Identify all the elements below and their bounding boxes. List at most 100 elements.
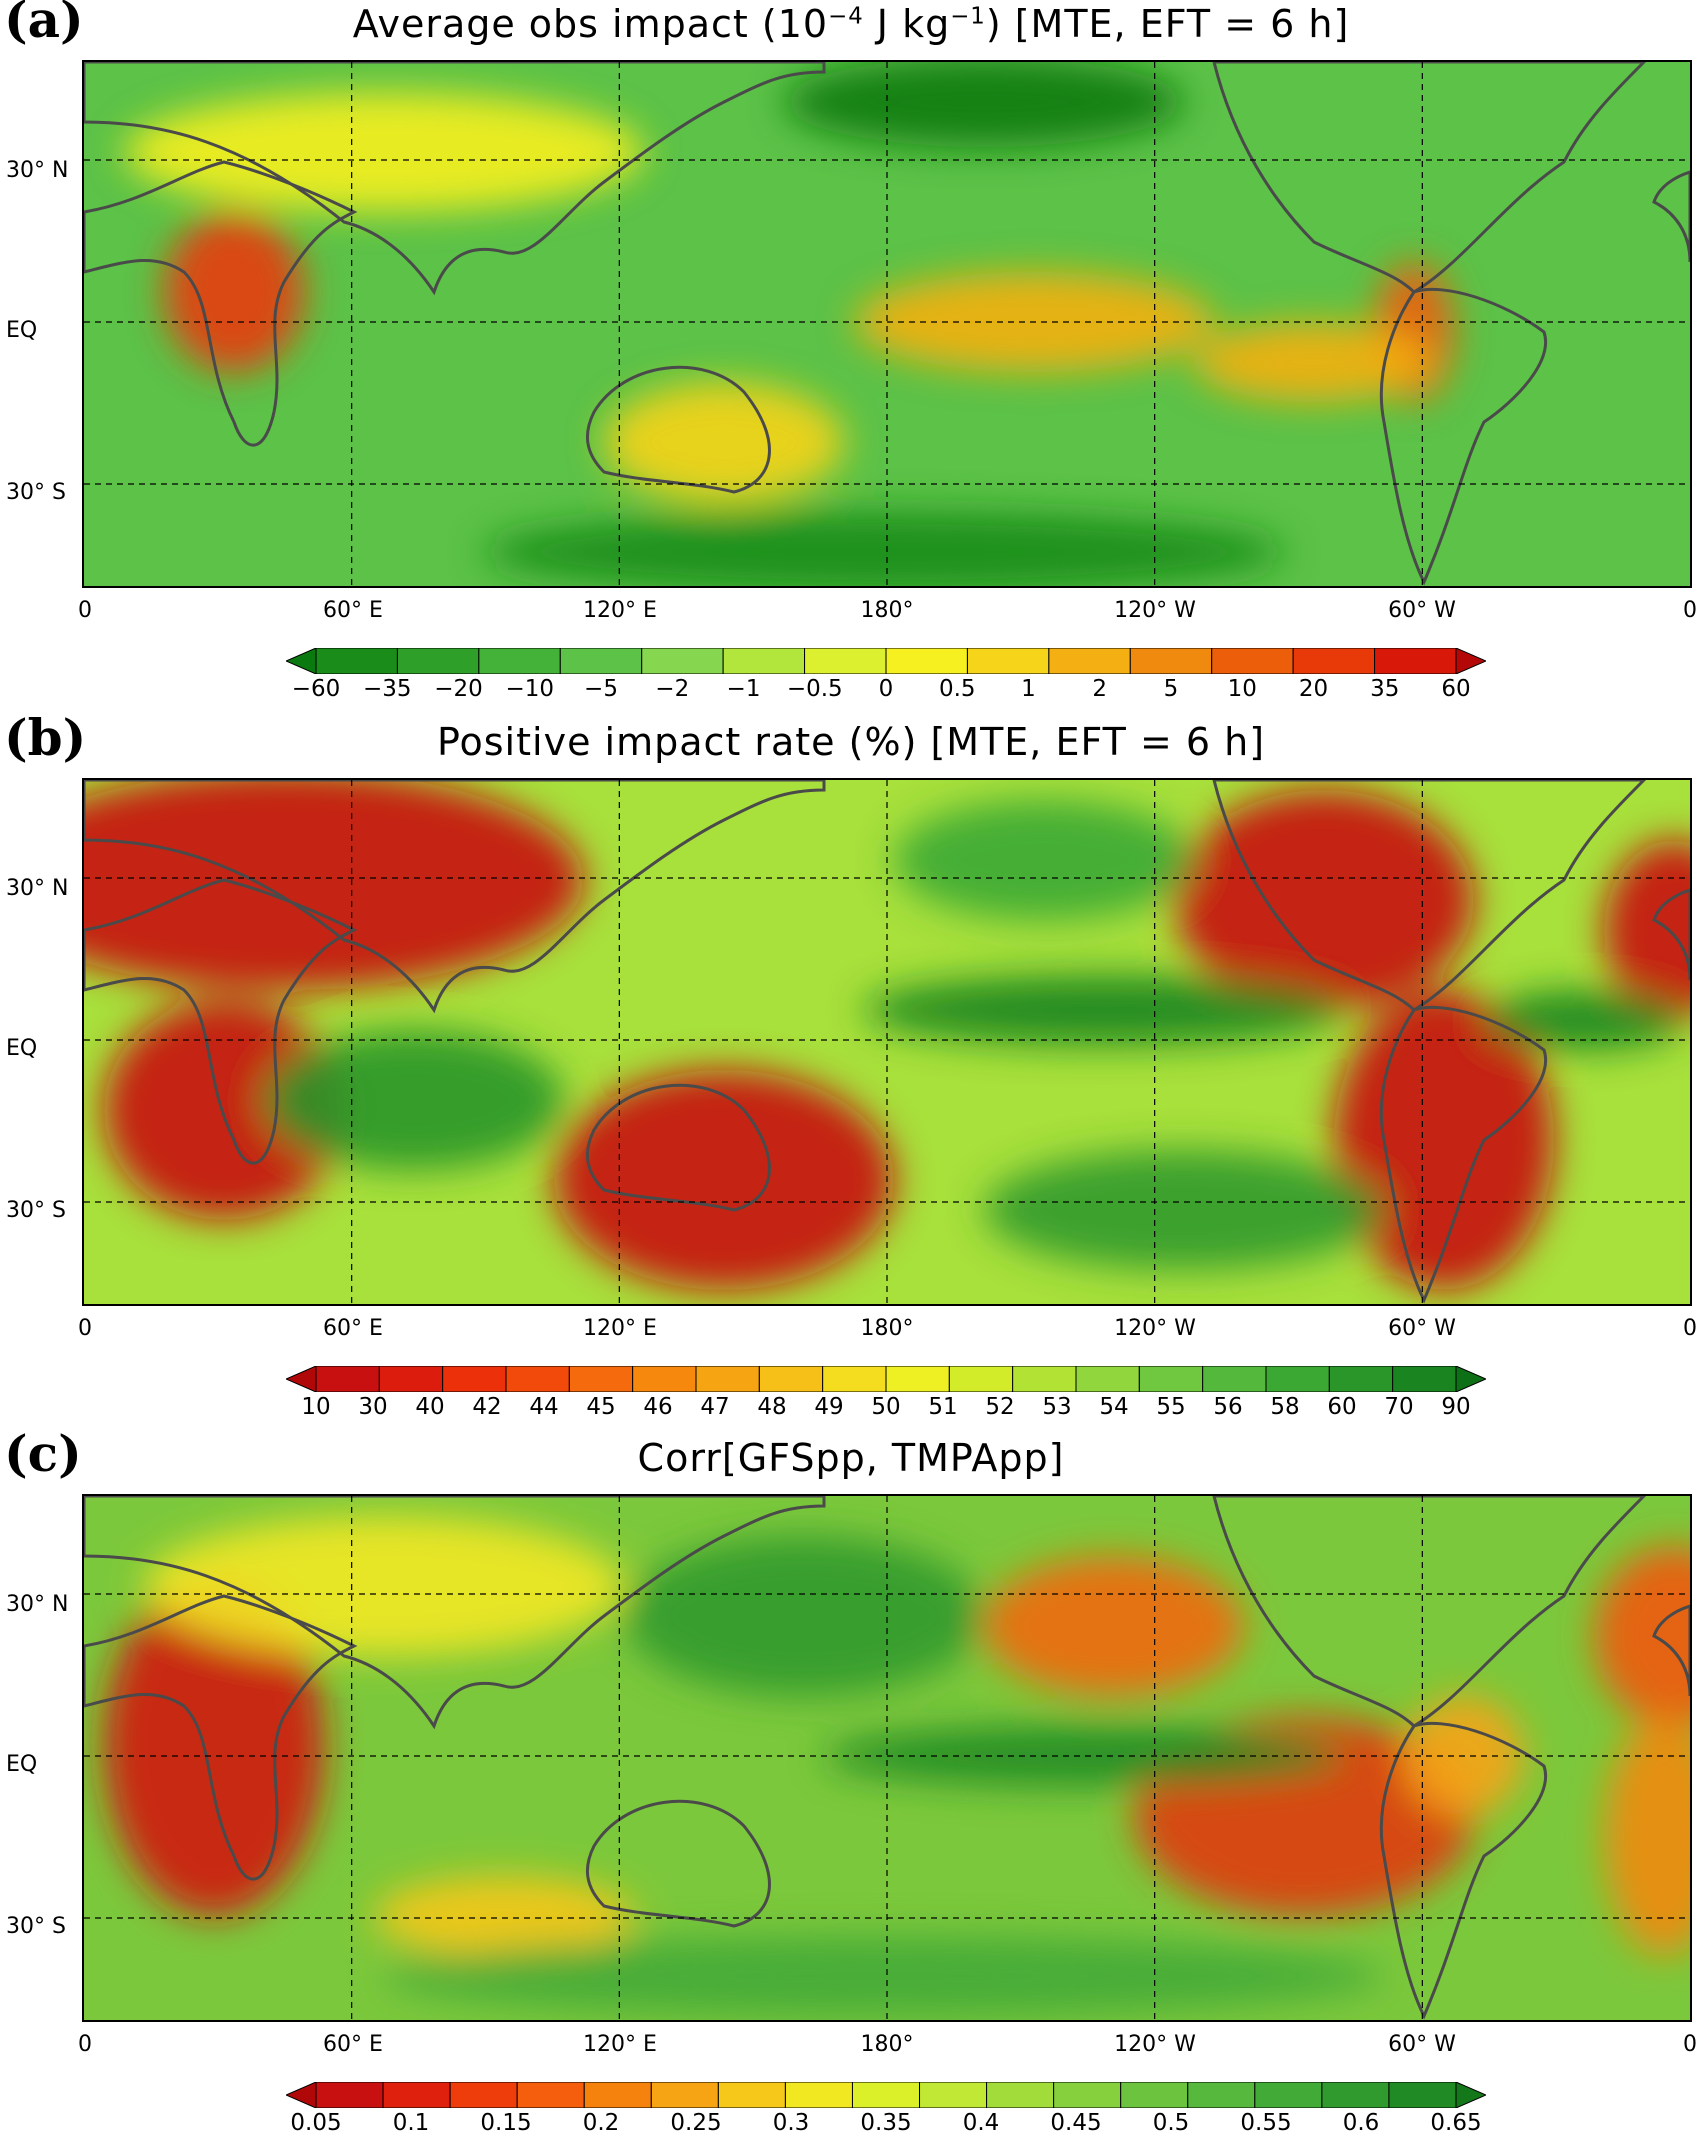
lon-label: 120° W — [1114, 598, 1196, 623]
colorbar-segment — [758, 1366, 824, 1392]
map-svg — [84, 780, 1690, 1304]
colorbar-tick-label: −20 — [434, 676, 483, 702]
colorbar-tick-label: 0.65 — [1430, 2110, 1482, 2136]
colorbar-segment — [1012, 1366, 1077, 1392]
lat-label: 30° S — [6, 480, 66, 505]
field-blob — [84, 780, 584, 990]
colorbar-segment — [784, 2082, 853, 2108]
lat-label: 30° N — [6, 876, 69, 901]
colorbar-tick-label: 0.5 — [938, 676, 976, 702]
colorbar-segment — [568, 1366, 634, 1392]
colorbar-segment — [1075, 1366, 1140, 1392]
colorbar-segment — [1374, 648, 1457, 674]
colorbar-segment — [315, 1366, 380, 1392]
colorbar-segment — [1211, 648, 1294, 674]
field-blob — [984, 1556, 1244, 1696]
colorbar-tick-label: 58 — [1270, 1394, 1300, 1420]
colorbar-tick-label: 60 — [1327, 1394, 1357, 1420]
lon-label: 120° E — [583, 1316, 657, 1341]
lon-label: 0 — [1683, 598, 1697, 623]
lon-label: 60° W — [1388, 2032, 1456, 2057]
lon-label: 60° E — [323, 598, 383, 623]
colorbar-arrow-right — [1455, 648, 1486, 674]
colorbar-tick-label: −2 — [655, 676, 690, 702]
colorbar-tick-label: 0.05 — [290, 2110, 342, 2136]
colorbar-tick-label: 60 — [1441, 676, 1471, 702]
coastline — [84, 780, 826, 1014]
lon-label: 180° — [860, 598, 914, 623]
field-blob — [1174, 790, 1474, 1010]
lat-label: EQ — [6, 1036, 38, 1061]
colorbar-tick-label: 44 — [529, 1394, 559, 1420]
field-blob — [104, 1576, 324, 1916]
field-blob — [1604, 840, 1690, 1020]
colorbar-segment — [1388, 2082, 1457, 2108]
lon-label: 60° W — [1388, 598, 1456, 623]
lon-label: 120° E — [583, 598, 657, 623]
coastline — [84, 878, 358, 1165]
field-blob — [144, 1516, 624, 1656]
lon-label: 0 — [78, 598, 92, 623]
colorbar-segment — [948, 1366, 1014, 1392]
field-blob — [374, 1876, 634, 1956]
coastline — [1379, 1005, 1547, 1304]
field-blob — [604, 382, 844, 502]
colorbar-segment — [632, 1366, 697, 1392]
colorbar-tick-label: 42 — [472, 1394, 502, 1420]
colorbar-tick-label: 70 — [1384, 1394, 1414, 1420]
colorbar-segment — [966, 648, 1050, 674]
coastline — [84, 160, 358, 447]
field-blob — [624, 1536, 984, 1696]
lon-label: 180° — [860, 2032, 914, 2057]
field-blob — [384, 1936, 1384, 2016]
colorbar-tick-label: 52 — [985, 1394, 1015, 1420]
map-field — [82, 60, 1692, 588]
colorbar — [286, 648, 1486, 674]
colorbar-segment — [583, 2082, 652, 2108]
coastline — [1379, 1721, 1547, 2020]
field-blob — [784, 62, 1184, 147]
colorbar-segment — [315, 648, 398, 674]
colorbar-tick-label: 2 — [1092, 676, 1108, 702]
colorbar-tick-label: 48 — [757, 1394, 787, 1420]
lat-label: 30° N — [6, 158, 69, 183]
map-field — [82, 1494, 1692, 2022]
colorbar-tick-label: 49 — [814, 1394, 844, 1420]
colorbar-segment — [478, 648, 561, 674]
colorbar-arrow-left — [286, 2082, 317, 2108]
colorbar-tick-label: 46 — [643, 1394, 673, 1420]
panel-a: (a) Average obs impact (10−4 J kg−1) [MT… — [0, 0, 1702, 716]
colorbar-svg — [286, 648, 1486, 674]
lon-label: 60° E — [323, 1316, 383, 1341]
field-blob — [484, 512, 1284, 586]
colorbar-segment — [986, 2082, 1055, 2108]
panel-b: (b) Positive impact rate (%) [MTE, EFT =… — [0, 708, 1702, 1434]
panel-title: Corr[GFSpp, TMPApp] — [637, 1436, 1065, 1480]
colorbar-tick-label: 0.6 — [1342, 2110, 1380, 2136]
colorbar-segment — [505, 1366, 570, 1392]
field-blob — [1604, 1716, 1690, 1956]
lon-label: 0 — [1683, 2032, 1697, 2057]
colorbar-tick-label: 0.2 — [582, 2110, 620, 2136]
colorbar-tick-label: 10 — [301, 1394, 331, 1420]
colorbar-tick-label: 5 — [1163, 676, 1179, 702]
colorbar-segment — [1120, 2082, 1189, 2108]
colorbar-tick-label: 40 — [415, 1394, 445, 1420]
field-blob — [1194, 322, 1434, 402]
coastline — [84, 62, 826, 296]
colorbar-segment — [1265, 1366, 1330, 1392]
coastline — [585, 1799, 771, 1928]
lon-label: 180° — [860, 1316, 914, 1341]
coastline — [1652, 888, 1690, 981]
colorbar-tick-label: 55 — [1156, 1394, 1186, 1420]
colorbar-segment — [822, 1366, 887, 1392]
field-blob — [264, 1030, 564, 1170]
map-svg — [84, 1496, 1690, 2020]
lon-label: 120° E — [583, 2032, 657, 2057]
colorbar-arrow-right — [1455, 2082, 1486, 2108]
panel-label: (a) — [4, 0, 84, 49]
coastline — [585, 365, 771, 494]
coastline — [1652, 170, 1690, 263]
coastline — [1379, 287, 1547, 586]
colorbar-tick-label: −10 — [505, 676, 555, 702]
